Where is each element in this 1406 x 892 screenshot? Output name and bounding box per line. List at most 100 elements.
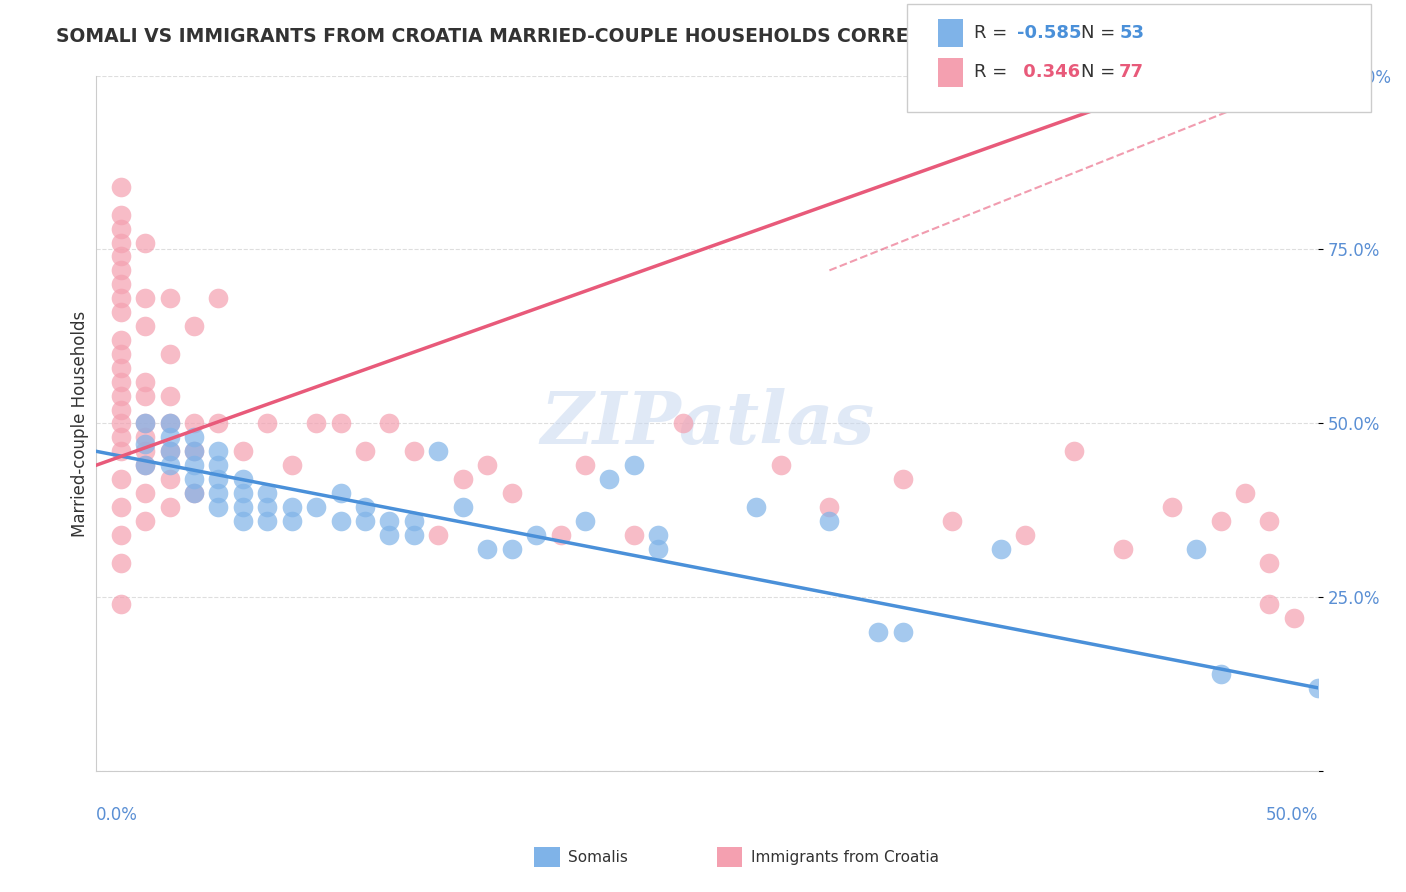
Point	[159, 430, 181, 444]
Point	[1209, 514, 1232, 528]
Point	[451, 500, 474, 514]
Text: 0.346: 0.346	[1017, 63, 1080, 81]
Point	[110, 333, 132, 347]
Point	[329, 514, 352, 528]
Point	[427, 528, 450, 542]
Text: 53: 53	[1119, 24, 1144, 42]
Text: 0.0%: 0.0%	[96, 806, 138, 824]
Point	[207, 444, 229, 458]
Point	[378, 528, 401, 542]
Point	[110, 389, 132, 403]
Point	[110, 375, 132, 389]
Point	[159, 458, 181, 473]
Point	[207, 472, 229, 486]
Point	[574, 458, 596, 473]
Point	[110, 179, 132, 194]
Point	[134, 319, 156, 334]
Point	[134, 375, 156, 389]
Point	[1282, 611, 1305, 625]
Point	[990, 541, 1012, 556]
Point	[183, 417, 205, 431]
Text: R =: R =	[974, 63, 1014, 81]
Point	[232, 444, 254, 458]
Point	[647, 528, 669, 542]
Point	[354, 444, 377, 458]
Point	[1209, 667, 1232, 681]
Point	[256, 500, 278, 514]
Point	[110, 277, 132, 292]
Point	[280, 500, 302, 514]
Point	[110, 402, 132, 417]
Point	[110, 221, 132, 235]
Point	[378, 514, 401, 528]
Point	[329, 486, 352, 500]
Point	[1160, 500, 1182, 514]
Point	[134, 389, 156, 403]
Point	[159, 347, 181, 361]
Point	[183, 444, 205, 458]
Point	[1308, 681, 1330, 695]
Point	[183, 430, 205, 444]
Point	[1258, 514, 1281, 528]
Text: Immigrants from Croatia: Immigrants from Croatia	[751, 850, 939, 864]
Point	[623, 458, 645, 473]
Point	[110, 556, 132, 570]
Point	[110, 291, 132, 305]
Point	[868, 625, 890, 640]
Point	[110, 417, 132, 431]
Point	[159, 472, 181, 486]
Point	[818, 514, 841, 528]
Text: ZIPatlas: ZIPatlas	[540, 388, 875, 459]
Point	[159, 291, 181, 305]
Point	[110, 528, 132, 542]
Point	[477, 458, 499, 473]
Point	[354, 514, 377, 528]
Point	[256, 514, 278, 528]
Point	[1112, 541, 1135, 556]
Point	[402, 528, 425, 542]
Point	[280, 458, 302, 473]
Point	[183, 486, 205, 500]
Point	[159, 444, 181, 458]
Point	[745, 500, 768, 514]
Point	[477, 541, 499, 556]
Point	[354, 500, 377, 514]
Point	[232, 500, 254, 514]
Text: N =: N =	[1081, 24, 1121, 42]
Point	[427, 444, 450, 458]
Y-axis label: Married-couple Households: Married-couple Households	[72, 310, 89, 537]
Point	[134, 430, 156, 444]
Point	[110, 249, 132, 263]
Text: SOMALI VS IMMIGRANTS FROM CROATIA MARRIED-COUPLE HOUSEHOLDS CORRELATION CHART: SOMALI VS IMMIGRANTS FROM CROATIA MARRIE…	[56, 27, 1063, 45]
Point	[110, 347, 132, 361]
Point	[378, 417, 401, 431]
Point	[207, 458, 229, 473]
Point	[207, 417, 229, 431]
Point	[183, 444, 205, 458]
Point	[451, 472, 474, 486]
Point	[1185, 541, 1208, 556]
Point	[110, 305, 132, 319]
Text: 50.0%: 50.0%	[1265, 806, 1319, 824]
Point	[134, 291, 156, 305]
Text: R =: R =	[974, 24, 1014, 42]
Point	[159, 417, 181, 431]
Point	[110, 500, 132, 514]
Point	[550, 528, 572, 542]
Point	[159, 500, 181, 514]
Text: N =: N =	[1081, 63, 1121, 81]
Point	[769, 458, 792, 473]
Point	[159, 444, 181, 458]
Point	[134, 417, 156, 431]
Point	[110, 430, 132, 444]
Point	[1063, 444, 1085, 458]
Point	[110, 208, 132, 222]
Point	[232, 472, 254, 486]
Point	[280, 514, 302, 528]
Point	[305, 500, 328, 514]
Point	[134, 437, 156, 451]
Point	[256, 417, 278, 431]
Point	[647, 541, 669, 556]
Point	[134, 417, 156, 431]
Text: -0.585: -0.585	[1017, 24, 1081, 42]
